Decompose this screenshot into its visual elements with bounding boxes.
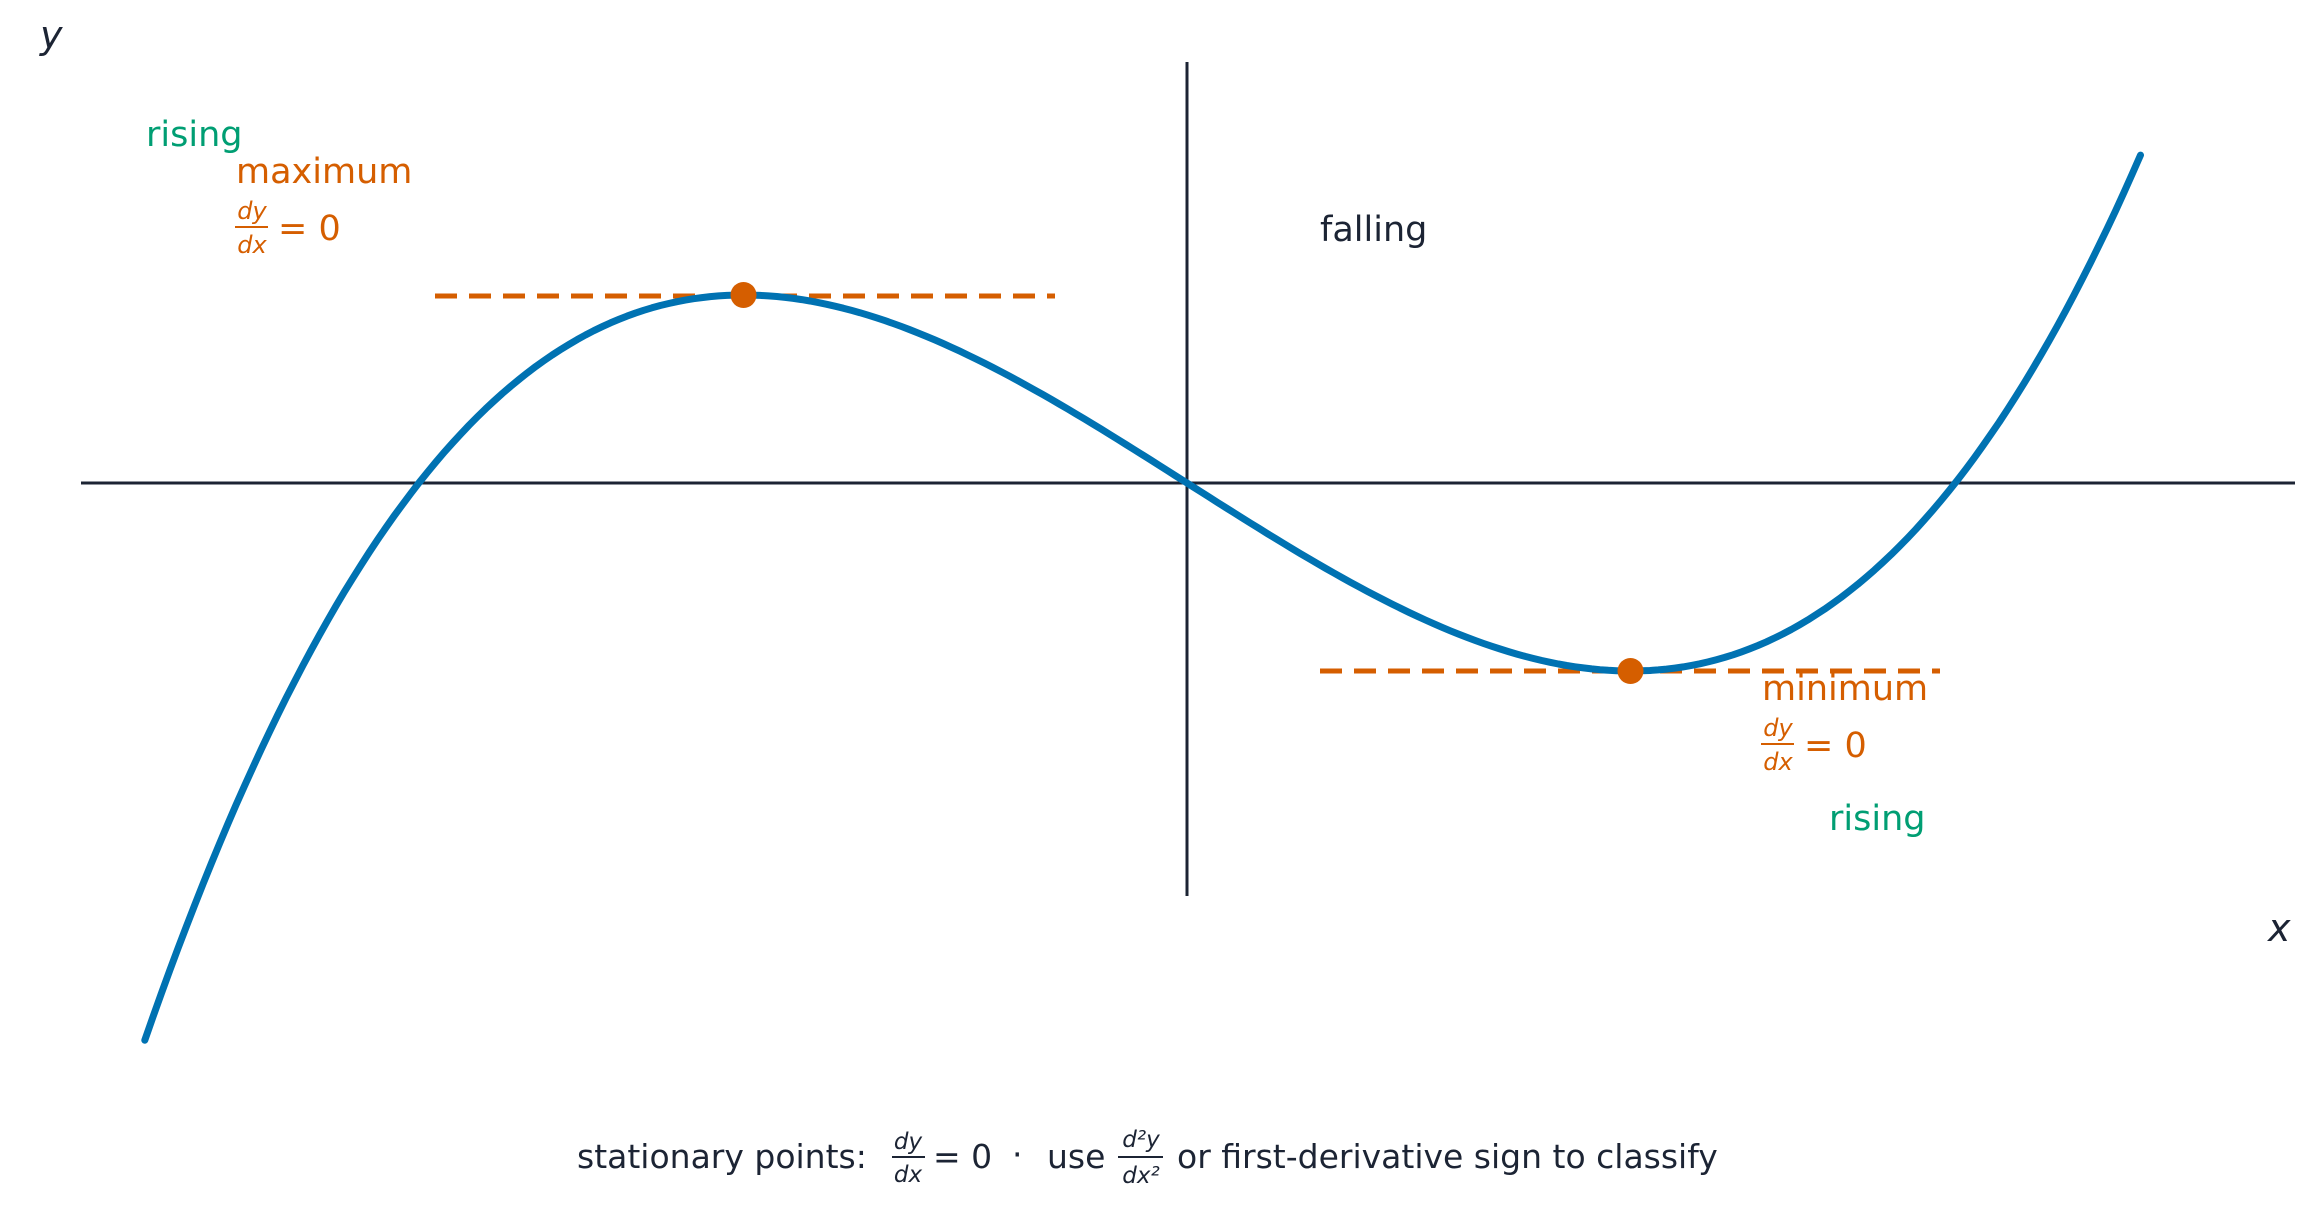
rising-right-label: rising (1829, 799, 1925, 839)
caption-frac2-num: d²y (1122, 1127, 1160, 1153)
maximum-dx: dx (237, 231, 267, 259)
caption-separator: · (1012, 1135, 1023, 1174)
minimum-equals-zero: = 0 (1804, 726, 1867, 766)
footer-caption: stationary points: dy dx = 0 · use d²y d… (577, 1127, 1718, 1189)
caption-frac2-den: dx² (1122, 1163, 1159, 1189)
maximum-point (730, 282, 757, 308)
minimum-annotation: minimum dy dx = 0 (1761, 669, 1928, 776)
falling-label: falling (1320, 210, 1427, 250)
rising-left-label: rising (146, 115, 242, 155)
cubic-curve (141, 151, 2144, 1044)
caption-equals-zero: = 0 (933, 1137, 992, 1176)
caption-suffix: or first-derivative sign to classify (1177, 1137, 1718, 1176)
maximum-annotation: maximum dy dx = 0 (235, 152, 412, 259)
caption-frac1-num: dy (894, 1129, 923, 1155)
minimum-label: minimum (1762, 669, 1928, 709)
caption-prefix: stationary points: (577, 1137, 877, 1176)
x-axis-label: x (2267, 906, 2291, 950)
caption-frac1-den: dx (894, 1162, 923, 1188)
maximum-dy: dy (237, 197, 267, 225)
minimum-point (1617, 658, 1644, 684)
minimum-dy: dy (1763, 714, 1793, 742)
maximum-equals-zero: = 0 (278, 209, 341, 249)
maximum-label: maximum (236, 152, 412, 192)
minimum-dx: dx (1763, 748, 1793, 776)
y-axis-label: y (39, 13, 63, 57)
caption-use: use (1047, 1137, 1105, 1176)
